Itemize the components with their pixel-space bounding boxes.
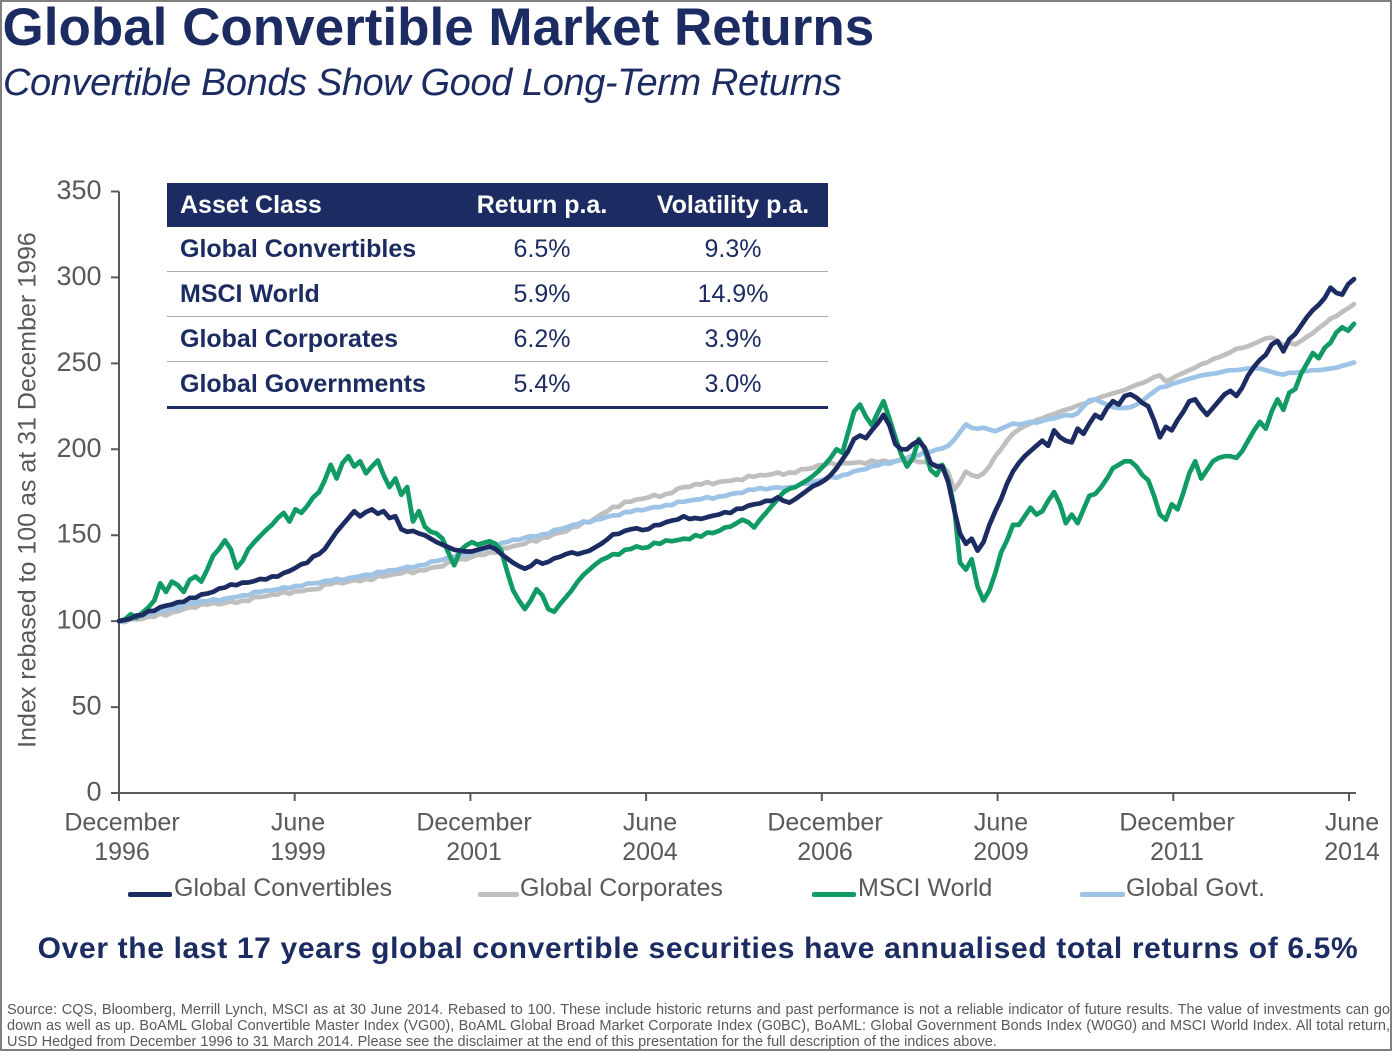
svg-text:2006: 2006 <box>797 838 853 866</box>
svg-text:December: December <box>1119 809 1234 837</box>
svg-text:June: June <box>974 809 1028 837</box>
svg-text:2009: 2009 <box>973 838 1029 866</box>
svg-text:1999: 1999 <box>270 838 326 866</box>
svg-text:December: December <box>416 809 531 837</box>
svg-text:300: 300 <box>56 261 101 291</box>
svg-text:50: 50 <box>71 691 101 721</box>
svg-text:Index rebased to 100 as at 31: Index rebased to 100 as at 31 December 1… <box>14 232 42 748</box>
svg-text:1996: 1996 <box>94 838 150 866</box>
svg-text:June: June <box>623 809 677 837</box>
svg-text:December: December <box>64 809 179 837</box>
svg-text:150: 150 <box>56 519 101 549</box>
svg-text:2014: 2014 <box>1324 838 1380 866</box>
svg-text:0: 0 <box>86 777 101 807</box>
svg-text:250: 250 <box>56 347 101 377</box>
svg-text:200: 200 <box>56 433 101 463</box>
svg-text:June: June <box>1325 809 1379 837</box>
svg-text:June: June <box>271 809 325 837</box>
svg-text:2001: 2001 <box>446 838 502 866</box>
svg-text:December: December <box>767 809 882 837</box>
svg-text:350: 350 <box>56 175 101 205</box>
svg-text:2004: 2004 <box>622 838 678 866</box>
svg-text:2011: 2011 <box>1150 838 1204 866</box>
svg-text:100: 100 <box>56 605 101 635</box>
